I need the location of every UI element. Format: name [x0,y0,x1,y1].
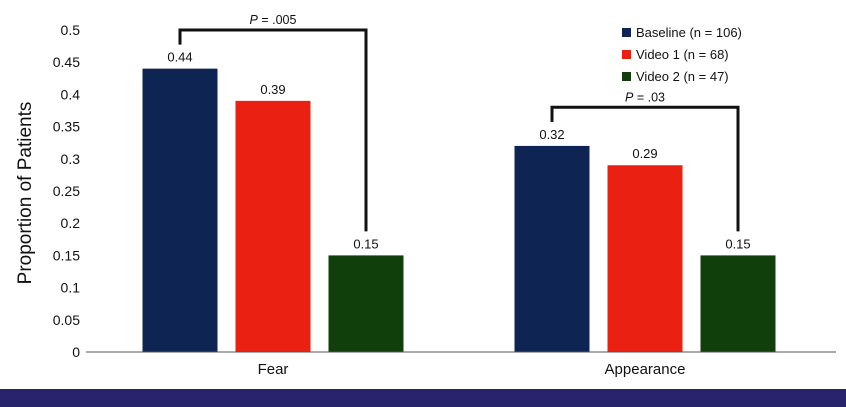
y-axis: 0 0.05 0.1 0.15 0.2 0.25 0.3 0.35 0.4 0.45 0.5 [53,22,80,360]
y-tick-label: 0.25 [53,183,80,199]
y-tick-label: 0.45 [53,54,80,70]
data-label: 0.39 [260,82,285,97]
significance-bracket [178,28,368,232]
data-label: 0.44 [167,50,192,65]
p-value-label: P = .03 [625,90,665,104]
legend: Baseline (n = 106) Video 1 (n = 68) Video … [622,25,742,84]
legend-swatch [622,28,631,37]
bar-fear-series-1 [235,100,311,352]
bar-appearance-series-0 [514,145,590,352]
bar-chart: Proportion of Patients 0 0.05 0.1 0.15 0.2 0.… [15,13,836,378]
y-tick-label: 0.5 [61,22,81,38]
data-label: 0.32 [539,127,564,142]
p-value-label: P = .005 [250,13,297,27]
legend-label: Video 2 (n = 47) [636,69,729,84]
y-tick-label: 0.1 [61,280,81,296]
x-axis-categories: Fear Appearance [258,361,686,378]
bars-group: 0.44 0.32 0.39 0.29 0.15 0.15 [142,50,776,352]
y-tick-label: 0.4 [61,86,81,102]
y-axis-title: Proportion of Patients [15,102,36,285]
bar-fear-series-2 [328,255,404,352]
data-label: 0.15 [353,236,378,251]
legend-swatch [622,72,631,81]
y-tick-label: 0.35 [53,119,80,135]
data-label: 0.29 [632,146,657,161]
significance-bracket [550,105,740,232]
y-tick-label: 0.05 [53,312,80,328]
legend-swatch [622,50,631,59]
x-category-label: Appearance [605,361,686,378]
legend-label: Video 1 (n = 68) [636,47,729,62]
y-tick-label: 0.2 [61,215,81,231]
bar-appearance-series-2 [700,255,776,352]
y-tick-label: 0.3 [61,151,81,167]
legend-label: Baseline (n = 106) [636,25,742,40]
x-category-label: Fear [258,361,289,378]
significance-brackets: P = .005 P = .03 [178,13,740,232]
footer-bar [0,389,846,407]
data-label: 0.15 [725,236,750,251]
y-tick-label: 0 [72,344,80,360]
bar-fear-series-0 [142,68,218,352]
y-tick-label: 0.15 [53,247,80,263]
bar-appearance-series-1 [607,165,683,352]
